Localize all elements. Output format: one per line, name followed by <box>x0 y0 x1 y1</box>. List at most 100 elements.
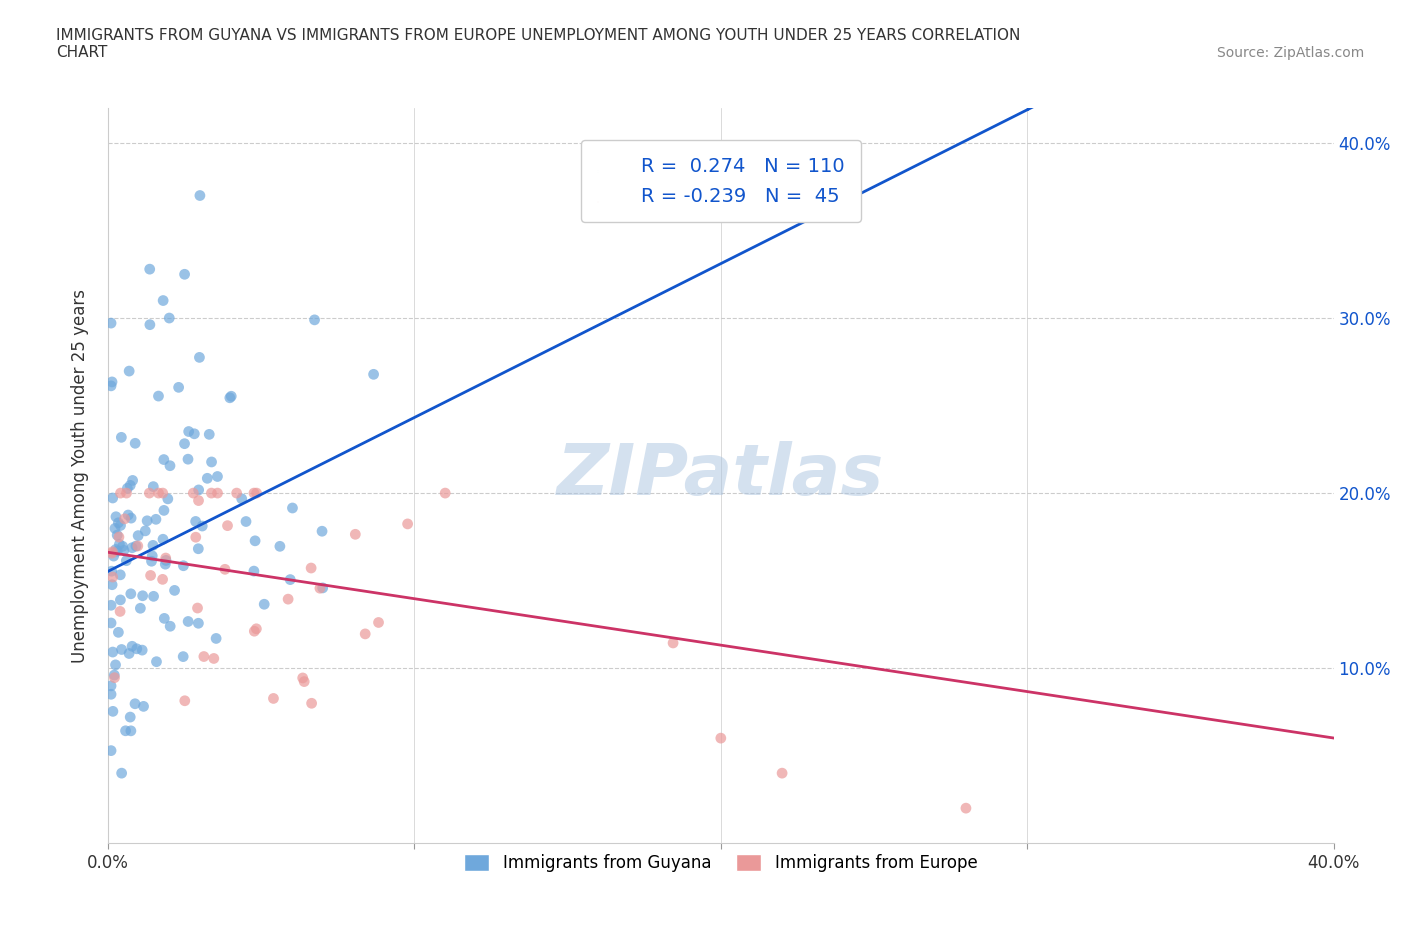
Point <box>138 485 160 500</box>
Point <box>200 455 222 470</box>
Point <box>152 293 174 308</box>
Point <box>207 469 229 484</box>
Point <box>153 611 176 626</box>
Point <box>131 589 153 604</box>
Point <box>177 424 200 439</box>
Point <box>125 538 148 553</box>
Point <box>108 604 131 618</box>
Point <box>120 511 142 525</box>
Point <box>105 527 128 542</box>
Point <box>218 391 240 405</box>
Point <box>111 765 134 780</box>
Point <box>243 534 266 549</box>
Point <box>139 317 162 332</box>
Point <box>125 642 148 657</box>
Point <box>148 389 170 404</box>
Point <box>142 538 165 552</box>
Point <box>139 568 162 583</box>
Point <box>132 699 155 714</box>
Point <box>243 624 266 639</box>
Point <box>120 586 142 601</box>
Point <box>225 485 247 500</box>
Point <box>245 485 267 500</box>
Point <box>309 580 332 595</box>
Point <box>662 635 685 650</box>
Point <box>281 500 304 515</box>
Point <box>148 485 170 500</box>
Legend: Immigrants from Guyana, Immigrants from Europe: Immigrants from Guyana, Immigrants from … <box>458 847 984 879</box>
Point <box>115 553 138 568</box>
Y-axis label: Unemployment Among Youth under 25 years: Unemployment Among Youth under 25 years <box>72 288 89 662</box>
Point <box>134 524 156 538</box>
Point <box>107 515 129 530</box>
Point <box>141 549 163 564</box>
Point <box>955 801 977 816</box>
Point <box>104 510 127 525</box>
Point <box>187 493 209 508</box>
Point <box>363 366 385 381</box>
Point <box>103 668 125 683</box>
Point <box>131 643 153 658</box>
Point <box>100 379 122 393</box>
Point <box>127 528 149 543</box>
Point <box>115 485 138 500</box>
Point <box>159 618 181 633</box>
Point <box>187 541 209 556</box>
Point <box>136 513 159 528</box>
Point <box>121 639 143 654</box>
Point <box>124 697 146 711</box>
Point <box>167 380 190 395</box>
Point <box>198 427 221 442</box>
Point <box>243 485 266 500</box>
Point <box>103 671 125 685</box>
Point <box>152 532 174 547</box>
Point <box>396 516 419 531</box>
Point <box>183 426 205 441</box>
Point <box>269 538 291 553</box>
Point <box>173 694 195 709</box>
Point <box>142 479 165 494</box>
Point <box>163 583 186 598</box>
Point <box>124 436 146 451</box>
Point <box>101 375 124 390</box>
Text: Source: ZipAtlas.com: Source: ZipAtlas.com <box>1216 46 1364 60</box>
Point <box>157 311 180 325</box>
Point <box>100 687 122 702</box>
Point <box>235 514 257 529</box>
Point <box>118 364 141 379</box>
Point <box>291 671 314 685</box>
Point <box>110 642 132 657</box>
Point <box>292 674 315 689</box>
Point <box>195 471 218 485</box>
Point <box>101 544 124 559</box>
Point <box>110 485 132 500</box>
Point <box>214 562 236 577</box>
Point <box>231 491 253 506</box>
Point <box>245 621 267 636</box>
Point <box>188 188 211 203</box>
Point <box>184 530 207 545</box>
Point <box>145 654 167 669</box>
Point <box>217 518 239 533</box>
Point <box>142 589 165 604</box>
Point <box>104 658 127 672</box>
Point <box>152 572 174 587</box>
Point <box>200 485 222 500</box>
Point <box>100 678 122 693</box>
Point <box>101 490 124 505</box>
Point <box>100 598 122 613</box>
Point <box>155 553 177 568</box>
Point <box>187 616 209 631</box>
Point <box>101 704 124 719</box>
Point <box>138 261 160 276</box>
Point <box>100 743 122 758</box>
Point <box>344 527 367 542</box>
Point <box>770 765 793 780</box>
Point <box>262 691 284 706</box>
Point <box>129 601 152 616</box>
Point <box>177 452 200 467</box>
Point <box>105 544 128 559</box>
Point <box>108 529 131 544</box>
Point <box>312 580 335 595</box>
Point <box>110 518 132 533</box>
